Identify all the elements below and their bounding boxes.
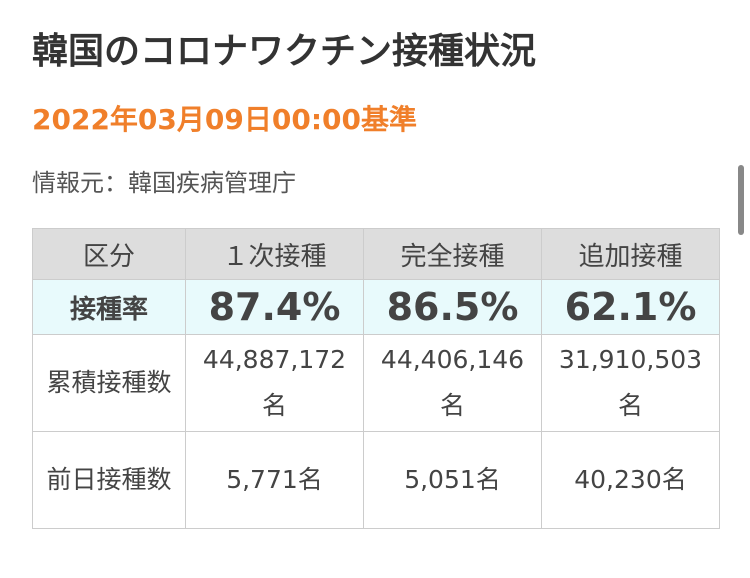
source: 情報元：韓国疾病管理庁 [32, 169, 296, 197]
cell: 5,771名 [185, 431, 364, 529]
date: 2022年03月09日00:00基準 [32, 103, 417, 136]
cell: 62.1% [541, 279, 720, 335]
rate-row: 接種率 87.4% 86.5% 62.1% [32, 279, 720, 335]
cell: 44,406,146名 [363, 334, 542, 432]
cell: 40,230名 [541, 431, 720, 529]
column-header: 完全接種 [363, 228, 542, 280]
scrollbar [738, 165, 744, 235]
row-label: 累積接種数 [32, 334, 186, 432]
cell: 31,910,503名 [541, 334, 720, 432]
cell: 87.4% [185, 279, 364, 335]
header-row: 区分 １次接種 完全接種 追加接種 [32, 228, 720, 280]
row-label: 前日接種数 [32, 431, 186, 529]
column-header: １次接種 [185, 228, 364, 280]
daily-row: 前日接種数 5,771名 5,051名 40,230名 [32, 431, 720, 529]
column-header: 追加接種 [541, 228, 720, 280]
cell: 44,887,172名 [185, 334, 364, 432]
vaccination-table: 区分 １次接種 完全接種 追加接種 接種率 87.4% 86.5% 62.1% … [32, 228, 720, 529]
row-label: 接種率 [32, 279, 186, 335]
title: 韓国のコロナワクチン接種状況 [32, 31, 537, 72]
cell: 86.5% [363, 279, 542, 335]
cumulative-row: 累積接種数 44,887,172名 44,406,146名 31,910,503… [32, 334, 720, 432]
cell: 5,051名 [363, 431, 542, 529]
column-header: 区分 [32, 228, 186, 280]
